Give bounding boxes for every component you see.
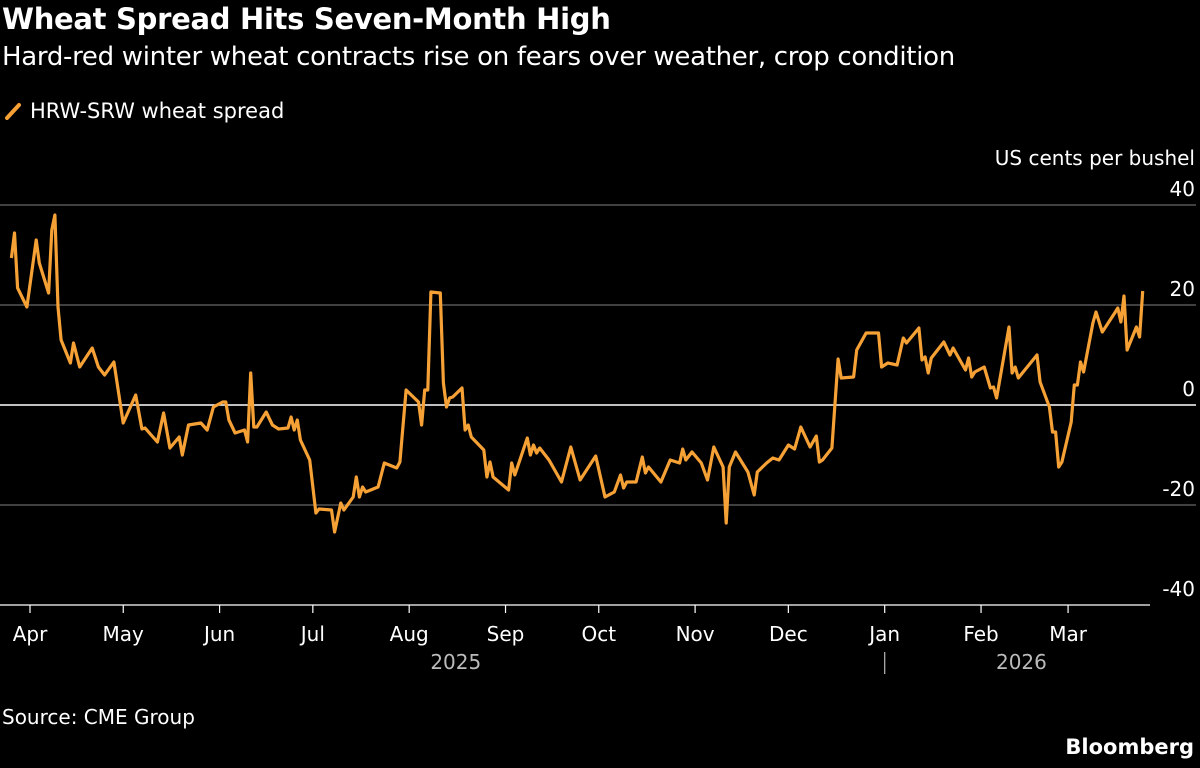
legend-label: HRW-SRW wheat spread	[30, 99, 285, 123]
x-tick-label: Mar	[1049, 622, 1088, 646]
y-tick-label: 0	[1182, 377, 1195, 401]
x-tick-label: Oct	[581, 622, 616, 646]
legend: HRW-SRW wheat spread	[4, 99, 284, 123]
y-tick-label: 20	[1170, 277, 1195, 301]
x-tick-label: Jul	[299, 622, 325, 646]
y-tick-label: -40	[1162, 577, 1195, 601]
x-tick-label: Nov	[676, 622, 715, 646]
year-label: 2026	[996, 650, 1047, 674]
x-tick-label: Sep	[487, 622, 525, 646]
year-label: 2025	[430, 650, 481, 674]
chart-subtitle: Hard-red winter wheat contracts rise on …	[2, 42, 955, 72]
line-chart: US cents per bushel 40 20 0 -20 -40 Apr May Ju…	[0, 146, 1196, 674]
y-tick-label: -20	[1162, 477, 1195, 501]
x-tick-label: Feb	[963, 622, 998, 646]
x-tick-label: Jan	[867, 622, 900, 646]
x-tick-label: Aug	[390, 622, 429, 646]
x-tick-label: Dec	[769, 622, 808, 646]
y-tick-label: 40	[1170, 177, 1195, 201]
legend-line-icon	[5, 103, 21, 120]
x-tick-label: Jun	[202, 622, 235, 646]
y-axis-label: US cents per bushel	[995, 146, 1195, 170]
x-tick-label: May	[103, 622, 145, 646]
chart-title: Wheat Spread Hits Seven-Month High	[2, 2, 611, 36]
bloomberg-logo: Bloomberg	[1065, 735, 1194, 759]
x-tick-label: Apr	[13, 622, 48, 646]
source-note: Source: CME Group	[2, 705, 195, 729]
series-line-hrw-srw	[9, 213, 1145, 534]
